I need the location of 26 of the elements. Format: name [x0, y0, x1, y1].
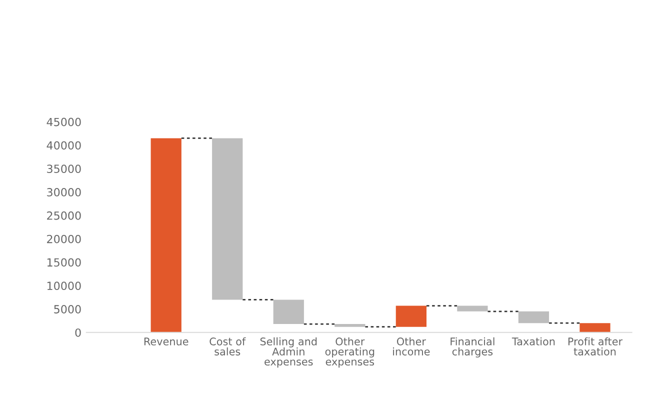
- bar: [396, 306, 426, 327]
- x-tick-label: Cost of sales: [210, 337, 246, 356]
- x-tick-label: Other operating expenses: [325, 337, 374, 368]
- bar: [273, 300, 304, 324]
- y-tick-label: 30000: [47, 188, 81, 196]
- y-tick-label: 5000: [54, 305, 81, 314]
- x-tick-label: Taxation: [512, 337, 555, 346]
- bar: [334, 324, 366, 327]
- x-tick-label: Financial charges: [450, 337, 494, 358]
- y-tick-label: 45000: [46, 118, 81, 126]
- x-tick-label: Selling and Admin expenses: [260, 337, 317, 368]
- y-tick-label: 15000: [47, 258, 81, 267]
- bar: [150, 138, 182, 332]
- y-tick-label: 40000: [46, 141, 81, 150]
- bar: [518, 311, 550, 324]
- bar: [457, 306, 488, 312]
- x-tick-label: Profit after taxation: [568, 337, 623, 356]
- x-tick-label: Revenue: [144, 338, 188, 346]
- y-tick-label: 25000: [47, 211, 81, 220]
- x-tick-label: Other income: [393, 337, 430, 356]
- y-tick-label: 35000: [47, 164, 81, 174]
- y-tick-label: 20000: [47, 234, 81, 244]
- bar: [580, 323, 610, 332]
- bar: [212, 138, 243, 300]
- y-tick-label: 10000: [47, 282, 81, 290]
- y-tick-label: 0: [75, 328, 81, 337]
